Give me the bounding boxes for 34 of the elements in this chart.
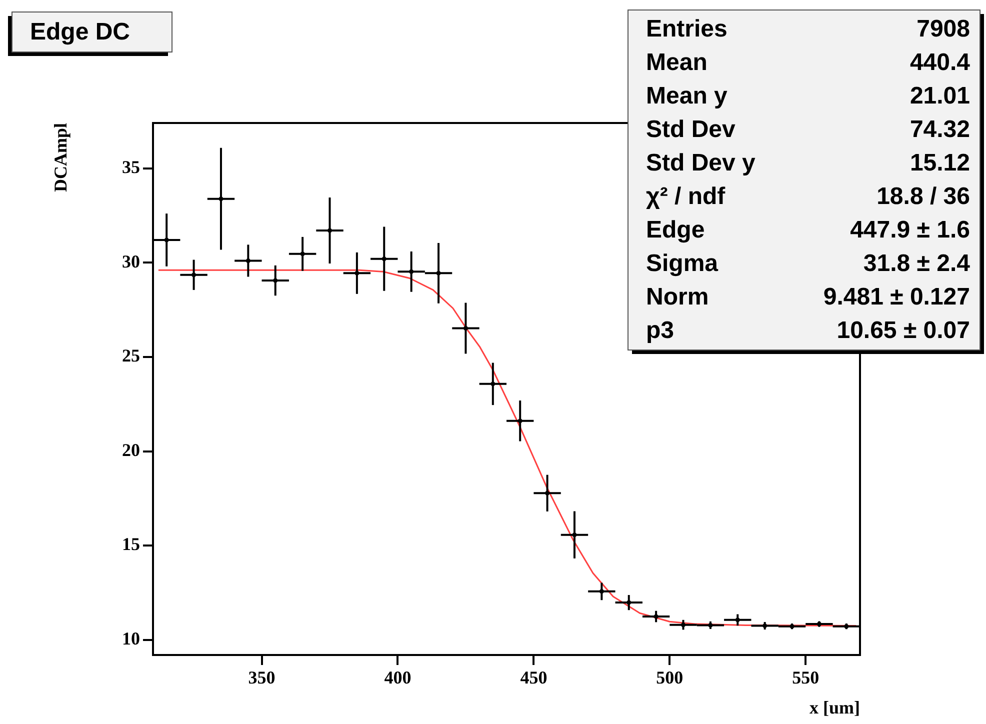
x-tick-label: 450 — [520, 667, 548, 688]
x-tick-label: 400 — [384, 667, 412, 688]
y-tick-label: 10 — [122, 628, 140, 649]
y-tick-label: 35 — [122, 156, 140, 177]
annotation: Std Dev y — [646, 150, 756, 177]
annotation: Sigma — [646, 250, 719, 278]
text: Mean — [646, 49, 708, 76]
x-axis-title: x [um] — [810, 698, 860, 718]
x-tick-label: 350 — [248, 667, 276, 688]
text: 74.32 — [910, 116, 970, 144]
x-tick-label: 550 — [792, 667, 820, 688]
annotation: Std Dev — [646, 116, 736, 144]
annotation: χ² / ndf — [646, 183, 726, 210]
x-tick-label: 500 — [656, 667, 684, 688]
text: 31.8 ± 2.4 — [863, 250, 971, 278]
text: 18.8 / 36 — [876, 183, 970, 210]
text: Entries — [646, 16, 728, 43]
annotation: Norm — [646, 284, 709, 311]
text: 440.4 — [910, 49, 971, 76]
y-tick-label: 15 — [122, 534, 140, 554]
text: 15.12 — [910, 150, 970, 177]
text: 21.01 — [910, 82, 970, 110]
text: Mean y — [646, 82, 728, 110]
annotation: Edge — [646, 216, 705, 244]
annotation: 10.65 ± 0.07 — [836, 317, 970, 344]
y-tick-label: 20 — [122, 440, 140, 460]
annotation: p3 — [646, 317, 674, 344]
y-axis-title: DCAmpl — [50, 123, 71, 192]
annotation: 9.481 ± 0.127 — [823, 284, 970, 311]
annotation: 447.9 ± 1.6 — [850, 216, 970, 244]
text: 7908 — [916, 16, 970, 43]
chart-title: Edge DC — [30, 18, 130, 46]
y-tick-label: 30 — [122, 251, 140, 272]
y-tick-label: 25 — [122, 346, 140, 366]
